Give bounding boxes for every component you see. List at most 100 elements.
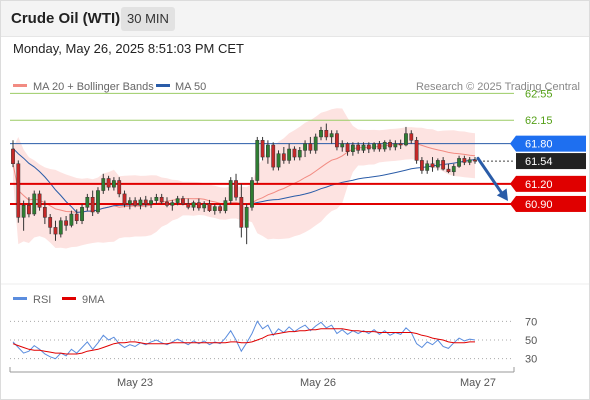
candle-body [106, 178, 111, 188]
timeframe-button[interactable]: 30 MIN [121, 7, 175, 31]
candle-body [159, 197, 164, 203]
ma9-legend-label: 9MA [82, 294, 105, 306]
candle-body [42, 207, 47, 218]
level-label-60-90: 60.90 [525, 199, 553, 211]
candle-body [112, 180, 116, 188]
candle-body [69, 213, 74, 226]
candle-body [207, 203, 212, 211]
candle-body [457, 158, 461, 167]
candle-body [250, 180, 254, 208]
candle-body [281, 153, 286, 161]
candle-body [329, 133, 334, 138]
ma50-legend-label: MA 50 [175, 81, 206, 93]
current-price-label: 61.54 [525, 156, 553, 168]
candle-body [181, 198, 185, 205]
candle-body [90, 197, 95, 213]
candle-body [228, 180, 233, 201]
candle-body [143, 199, 148, 205]
level-label-bg-60-90 [516, 195, 586, 212]
candle-body [196, 202, 201, 209]
candle-body [186, 203, 191, 208]
candle-body [356, 144, 361, 151]
candle-body [96, 190, 100, 213]
candle-body [127, 200, 132, 205]
candle-body [297, 150, 302, 158]
candle-body [27, 205, 31, 215]
candle-body [319, 130, 323, 138]
forecast-arrow-head [496, 188, 508, 201]
candle-body [16, 163, 21, 218]
ma9-legend-swatch [62, 297, 76, 300]
candle-body [292, 148, 297, 158]
current-price-label-bg [516, 153, 586, 170]
credit-text: Research © 2025 Trading Central [416, 81, 580, 93]
candle-body [467, 159, 472, 163]
candle-body [154, 197, 159, 201]
ma9-line [12, 328, 475, 355]
ma20-legend-label: MA 20 + Bollinger Bands [33, 81, 154, 93]
candle-body [462, 158, 467, 163]
candle-body [441, 160, 446, 170]
x-tick-label: May 27 [460, 377, 496, 389]
candle-body [58, 220, 63, 235]
candle-body [382, 142, 387, 150]
candle-body [266, 144, 270, 158]
candle-body [11, 148, 15, 164]
rsi-tick-label: 30 [525, 354, 537, 366]
level-label-bg-61-20 [516, 175, 586, 192]
candle-body [175, 198, 180, 203]
candle-body [32, 193, 37, 215]
ma20-legend-swatch [13, 84, 27, 87]
candle-body [255, 140, 260, 181]
x-tick-label: May 26 [300, 377, 336, 389]
rsi-line [12, 320, 476, 360]
candle-body [101, 178, 106, 191]
candle-body [85, 197, 90, 208]
candle-body [345, 143, 350, 152]
level-label-notch [510, 135, 516, 152]
candle-body [313, 136, 318, 151]
candle-body [218, 206, 222, 211]
candle-body [133, 200, 138, 206]
candle-body [271, 144, 276, 168]
timestamp: Monday, May 26, 2025 8:51:03 PM CET [13, 41, 244, 56]
candle-body [446, 168, 451, 173]
candle-body [430, 163, 435, 168]
level-label-62-55: 62.55 [525, 88, 553, 100]
candle-body [377, 143, 382, 150]
ma50-legend-swatch [156, 84, 170, 87]
candle-body [260, 140, 265, 158]
candle-body [366, 144, 371, 150]
candle-body [21, 205, 26, 218]
candle-body [223, 200, 228, 211]
candle-body [64, 220, 68, 226]
rsi-legend-label: RSI [33, 294, 51, 306]
level-label-notch [510, 175, 516, 192]
level-label-notch [510, 195, 516, 212]
candle-body [117, 180, 122, 195]
candle-body [80, 207, 84, 221]
candle-body [414, 140, 419, 161]
candle-body [165, 201, 169, 206]
candle-body [48, 217, 53, 228]
level-label-61-20: 61.20 [525, 179, 553, 191]
candle-body [244, 207, 249, 228]
candle-body [303, 143, 307, 151]
candle-body [425, 163, 430, 171]
level-label-62-15: 62.15 [525, 115, 553, 127]
candle-body [335, 133, 339, 148]
header-bar: Crude Oil (WTI) 30 MIN [0, 0, 590, 37]
candle-body [409, 133, 414, 141]
candle-body [191, 202, 196, 208]
candle-body [435, 160, 440, 168]
rsi-tick-label: 70 [525, 316, 537, 328]
candle-body [340, 143, 345, 148]
x-tick-label: May 23 [117, 377, 153, 389]
candle-body [276, 153, 281, 168]
candle-body [451, 166, 456, 173]
candle-body [393, 143, 398, 148]
candle-body [350, 144, 355, 152]
instrument-title: Crude Oil (WTI) [11, 10, 121, 27]
candle-body [308, 143, 313, 151]
